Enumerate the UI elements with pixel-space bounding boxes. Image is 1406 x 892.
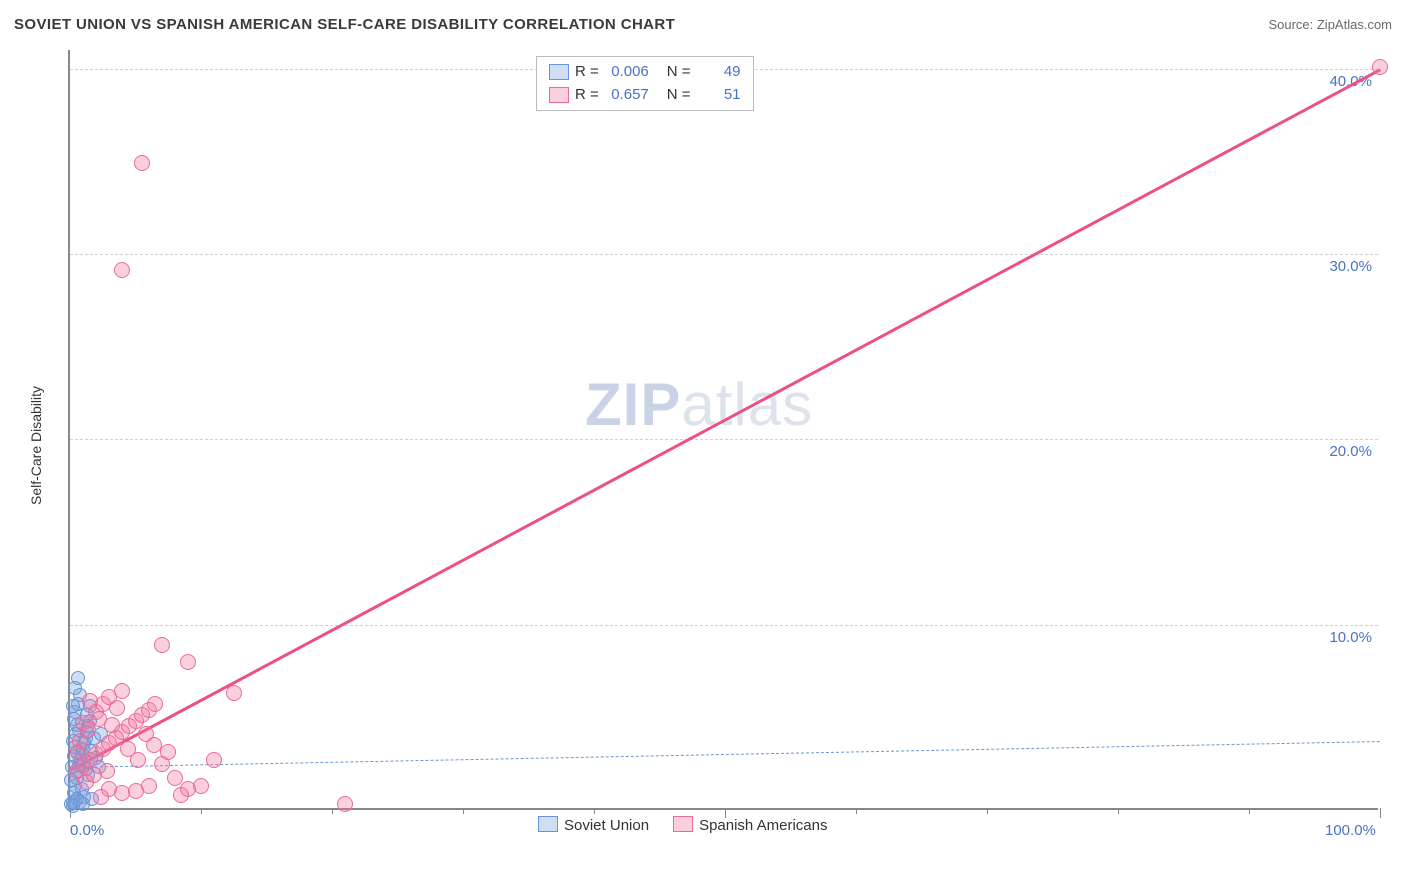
series-legend: Soviet Union Spanish Americans <box>538 816 827 834</box>
legend-swatch-icon <box>673 816 693 832</box>
y-tick-label: 30.0% <box>1329 258 1372 275</box>
x-tick-label: 100.0% <box>1325 822 1376 839</box>
spanish-point <box>141 778 157 794</box>
legend-swatch-icon <box>549 87 569 103</box>
soviet-point <box>71 671 85 685</box>
x-tick-minor <box>987 808 988 814</box>
correlation-legend: R = 0.006 N = 49 R = 0.657 N = 51 <box>536 56 754 111</box>
legend-row-soviet: R = 0.006 N = 49 <box>549 61 741 84</box>
spanish-point <box>154 637 170 653</box>
correlation-scatter-chart: Self-Care Disability ZIPatlas 10.0%20.0%… <box>50 50 1385 840</box>
spanish-trendline <box>69 69 1380 772</box>
legend-r-value: 0.657 <box>605 84 649 107</box>
soviet-trendline <box>70 741 1380 768</box>
legend-n-label: N = <box>667 84 691 107</box>
spanish-point <box>109 700 125 716</box>
spanish-point <box>86 767 102 783</box>
spanish-point <box>160 744 176 760</box>
y-tick-label: 10.0% <box>1329 629 1372 646</box>
spanish-point <box>146 737 162 753</box>
x-tick-label: 0.0% <box>70 822 104 839</box>
legend-n-value: 49 <box>697 61 741 84</box>
legend-n-value: 51 <box>697 84 741 107</box>
spanish-point <box>173 787 189 803</box>
series-legend-label: Soviet Union <box>564 817 649 834</box>
spanish-point <box>70 744 86 760</box>
spanish-point <box>114 262 130 278</box>
watermark: ZIPatlas <box>585 370 813 439</box>
gridline <box>70 439 1378 440</box>
x-tick-minor <box>1249 808 1250 814</box>
legend-n-label: N = <box>667 61 691 84</box>
series-legend-item-spanish: Spanish Americans <box>673 816 827 834</box>
x-tick-minor <box>856 808 857 814</box>
spanish-point <box>104 717 120 733</box>
x-tick-minor <box>1118 808 1119 814</box>
series-legend-item-soviet: Soviet Union <box>538 816 649 834</box>
spanish-point <box>1372 59 1388 75</box>
x-tick-minor <box>332 808 333 814</box>
series-legend-label: Spanish Americans <box>699 817 827 834</box>
plot-area: ZIPatlas 10.0%20.0%30.0%40.0%0.0%100.0% <box>68 50 1378 810</box>
x-tick-minor <box>594 808 595 814</box>
spanish-point <box>147 696 163 712</box>
y-axis-label: Self-Care Disability <box>28 386 44 505</box>
spanish-point <box>82 693 98 709</box>
spanish-point <box>180 654 196 670</box>
spanish-point <box>130 752 146 768</box>
soviet-point <box>66 699 80 713</box>
x-tick-minor <box>201 808 202 814</box>
gridline <box>70 625 1378 626</box>
chart-source: Source: ZipAtlas.com <box>1268 17 1392 32</box>
chart-title: SOVIET UNION VS SPANISH AMERICAN SELF-CA… <box>14 16 675 33</box>
spanish-point <box>93 789 109 805</box>
spanish-point <box>206 752 222 768</box>
spanish-point <box>226 685 242 701</box>
legend-r-value: 0.006 <box>605 61 649 84</box>
watermark-bold: ZIP <box>585 371 681 438</box>
spanish-point <box>337 796 353 812</box>
x-tick-minor <box>463 808 464 814</box>
legend-r-label: R = <box>575 84 599 107</box>
chart-header: SOVIET UNION VS SPANISH AMERICAN SELF-CA… <box>0 0 1406 40</box>
legend-swatch-icon <box>549 64 569 80</box>
spanish-point <box>134 155 150 171</box>
legend-row-spanish: R = 0.657 N = 51 <box>549 84 741 107</box>
legend-r-label: R = <box>575 61 599 84</box>
spanish-point <box>114 683 130 699</box>
legend-swatch-icon <box>538 816 558 832</box>
gridline <box>70 254 1378 255</box>
x-tick-major <box>1380 808 1381 818</box>
y-tick-label: 20.0% <box>1329 443 1372 460</box>
